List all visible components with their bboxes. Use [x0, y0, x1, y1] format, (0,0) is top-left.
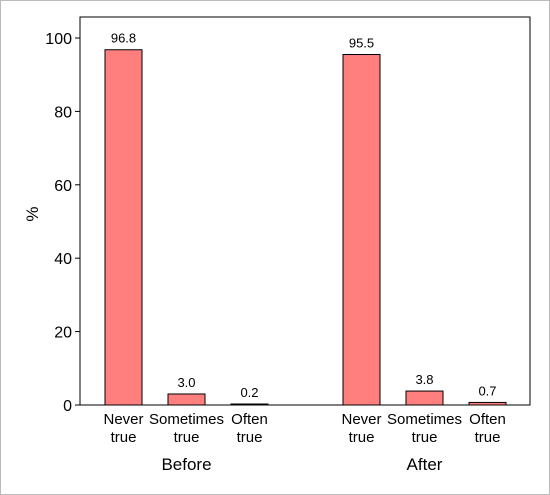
y-tick-label: 40 — [54, 251, 72, 268]
labels: 96.8Nevertrue3.0Sometimestrue0.2Oftentru… — [103, 31, 505, 474]
x-tick-label: Never — [103, 411, 143, 428]
y-tick-label: 20 — [54, 325, 72, 342]
data-label: 96.8 — [111, 31, 136, 46]
data-label: 95.5 — [349, 36, 374, 51]
x-tick-label: true — [111, 429, 137, 446]
bar — [405, 390, 444, 406]
data-label: 0.2 — [240, 385, 258, 400]
x-tick-label: true — [174, 429, 200, 446]
x-tick-label: true — [475, 429, 501, 446]
x-tick-label: Sometimes — [387, 411, 462, 428]
y-tick-label: 60 — [54, 178, 72, 195]
data-label: 3.0 — [177, 375, 195, 390]
axes: 0 20 40 60 80 100 — [45, 16, 531, 415]
bar — [167, 393, 206, 406]
y-tick-label: 0 — [63, 398, 72, 415]
y-tick-label: 100 — [45, 31, 72, 48]
group-label: After — [407, 455, 443, 474]
x-tick-label: true — [237, 429, 263, 446]
x-tick-label: true — [349, 429, 375, 446]
plot-area — [79, 16, 531, 406]
bar — [104, 49, 143, 406]
x-tick-label: Sometimes — [149, 411, 224, 428]
bar — [230, 403, 269, 406]
y-tick-label: 80 — [54, 104, 72, 121]
group-label: Before — [161, 455, 211, 474]
bar — [342, 54, 381, 406]
x-tick-label: Often — [469, 411, 506, 428]
x-tick-label: true — [412, 429, 438, 446]
y-axis-title: % — [23, 206, 42, 221]
x-tick-label: Often — [231, 411, 268, 428]
data-label: 0.7 — [478, 383, 496, 398]
x-tick-label: Never — [341, 411, 381, 428]
data-label: 3.8 — [415, 372, 433, 387]
bars — [104, 49, 507, 406]
bar — [468, 401, 507, 406]
